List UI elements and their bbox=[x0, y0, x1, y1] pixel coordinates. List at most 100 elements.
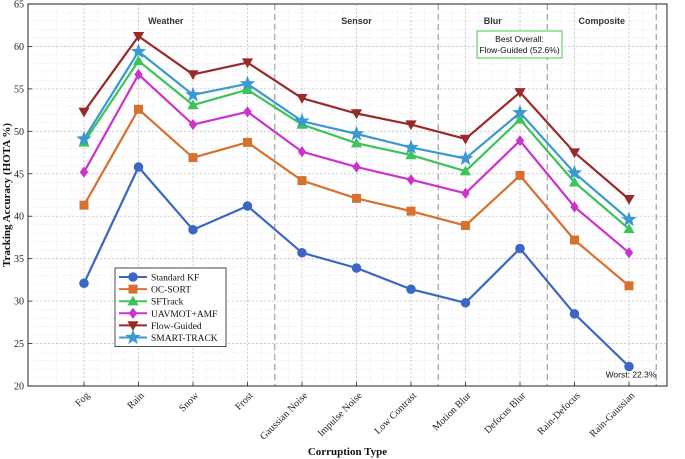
data-point-standard-kf bbox=[297, 247, 307, 258]
group-labels: Weather Sensor Blur Composite bbox=[148, 16, 625, 26]
legend-item-uavmot-amf: UAVMOT+AMF bbox=[119, 307, 217, 320]
y-tick-label: 30 bbox=[14, 297, 24, 308]
legend-label: SFTrack bbox=[151, 298, 184, 308]
x-tick-label: Gaussian Noise bbox=[258, 390, 310, 442]
x-tick-label: Rain-Gaussian bbox=[588, 390, 637, 439]
data-point-uavmot-amf bbox=[134, 68, 143, 81]
group-label: Composite bbox=[578, 16, 625, 26]
data-point-oc-sort bbox=[297, 176, 307, 186]
data-point-standard-kf bbox=[624, 361, 634, 372]
best-overall-annotation: Best Overall: Flow-Guided (52.6%) bbox=[476, 30, 563, 59]
data-point-flow-guided bbox=[623, 195, 635, 205]
data-point-uavmot-amf bbox=[515, 135, 525, 147]
series-flow-guided bbox=[78, 32, 635, 205]
legend-swatch-marker bbox=[128, 307, 138, 319]
data-point-sftrack bbox=[459, 165, 472, 176]
x-axis-title: Corruption Type bbox=[308, 446, 387, 458]
data-point-flow-guided bbox=[78, 107, 90, 118]
x-tick-label: Rain-Defocus bbox=[536, 390, 583, 437]
group-label: Sensor bbox=[341, 16, 372, 26]
data-point-standard-kf bbox=[406, 284, 416, 294]
y-tick-label: 35 bbox=[14, 254, 24, 265]
data-point-sftrack bbox=[514, 113, 526, 124]
data-point-smart-track bbox=[239, 75, 256, 91]
data-point-flow-guided bbox=[514, 88, 526, 98]
data-point-standard-kf bbox=[460, 298, 471, 308]
data-point-smart-track bbox=[403, 139, 419, 155]
legend-label: Standard KF bbox=[151, 274, 199, 284]
data-point-flow-guided bbox=[296, 94, 308, 104]
y-tick-label: 65 bbox=[14, 0, 24, 11]
data-point-oc-sort bbox=[515, 170, 525, 180]
data-point-oc-sort bbox=[352, 193, 361, 203]
x-axis-ticks: Fog Rain Snow Frost Gaussian Noise Impulse No… bbox=[73, 382, 637, 442]
best-overall-line-2: Flow-Guided (52.6%) bbox=[479, 45, 559, 55]
legend-swatch-marker bbox=[127, 321, 139, 331]
data-point-oc-sort bbox=[79, 200, 89, 210]
data-point-oc-sort bbox=[624, 281, 634, 291]
data-point-sftrack bbox=[623, 223, 635, 234]
data-point-sftrack bbox=[241, 84, 254, 94]
x-tick-label: Impulse Noise bbox=[316, 390, 365, 439]
legend-item-oc-sort: OC-SORT bbox=[119, 284, 191, 296]
data-point-uavmot-amf bbox=[297, 146, 307, 158]
data-point-smart-track bbox=[130, 43, 147, 59]
data-point-oc-sort bbox=[406, 206, 416, 216]
data-point-standard-kf bbox=[351, 263, 362, 273]
y-tick-label: 55 bbox=[14, 84, 24, 95]
data-point-standard-kf bbox=[569, 309, 580, 319]
data-point-standard-kf bbox=[515, 243, 525, 254]
y-tick-label: 60 bbox=[14, 42, 24, 53]
series-uavmot-amf bbox=[79, 68, 634, 259]
data-point-sftrack bbox=[350, 137, 363, 148]
y-tick-label: 50 bbox=[14, 127, 24, 138]
data-point-uavmot-amf bbox=[243, 106, 252, 118]
legend-item-sftrack: SFTrack bbox=[119, 295, 184, 308]
data-point-uavmot-amf bbox=[352, 161, 361, 173]
legend-swatch-marker bbox=[128, 272, 138, 282]
data-point-flow-guided bbox=[459, 134, 472, 145]
y-tick-label: 45 bbox=[14, 169, 24, 180]
x-tick-label: Motion Blur bbox=[431, 390, 474, 433]
series-standard-kf bbox=[79, 162, 634, 372]
data-point-sftrack bbox=[132, 55, 145, 66]
data-point-oc-sort bbox=[134, 104, 143, 114]
data-point-sftrack bbox=[568, 176, 581, 187]
legend-label: OC-SORT bbox=[151, 286, 191, 296]
data-point-smart-track bbox=[566, 164, 583, 180]
data-point-oc-sort bbox=[461, 221, 470, 231]
group-dividers bbox=[274, 4, 657, 386]
data-point-uavmot-amf bbox=[570, 201, 579, 213]
group-label: Weather bbox=[148, 16, 184, 26]
data-point-sftrack bbox=[405, 149, 417, 160]
data-point-flow-guided bbox=[350, 109, 363, 120]
legend: Standard KF OC-SORT SFTrack UAVMOT+AMF Flow-… bbox=[114, 267, 227, 347]
legend-item-flow-guided: Flow-Guided bbox=[119, 321, 202, 332]
data-point-flow-guided bbox=[187, 70, 199, 81]
best-overall-box bbox=[476, 30, 563, 59]
series-smart-track bbox=[76, 43, 637, 227]
legend-item-standard-kf: Standard KF bbox=[119, 272, 199, 284]
data-point-uavmot-amf bbox=[461, 187, 470, 199]
best-overall-line-1: Best Overall: bbox=[495, 34, 544, 44]
series-layer bbox=[76, 32, 637, 372]
data-point-uavmot-amf bbox=[624, 247, 634, 259]
data-point-sftrack bbox=[187, 99, 199, 110]
x-tick-label: Fog bbox=[73, 390, 92, 409]
x-tick-label: Rain bbox=[125, 390, 146, 411]
data-point-smart-track bbox=[621, 211, 637, 227]
y-axis-ticks: 20 25 30 35 40 45 50 55 60 65 bbox=[14, 0, 32, 393]
y-tick-label: 20 bbox=[14, 382, 24, 393]
data-point-smart-track bbox=[185, 86, 201, 102]
legend-item-smart-track: SMART-TRACK bbox=[119, 329, 218, 345]
data-point-standard-kf bbox=[242, 201, 253, 211]
x-tick-label: Low Contrast bbox=[373, 390, 420, 437]
data-point-smart-track bbox=[512, 104, 528, 120]
legend-swatch-marker bbox=[128, 284, 138, 294]
x-tick-label: Snow bbox=[177, 390, 201, 414]
series-oc-sort bbox=[79, 104, 634, 291]
y-tick-label: 25 bbox=[14, 339, 24, 350]
data-point-uavmot-amf bbox=[188, 118, 198, 131]
